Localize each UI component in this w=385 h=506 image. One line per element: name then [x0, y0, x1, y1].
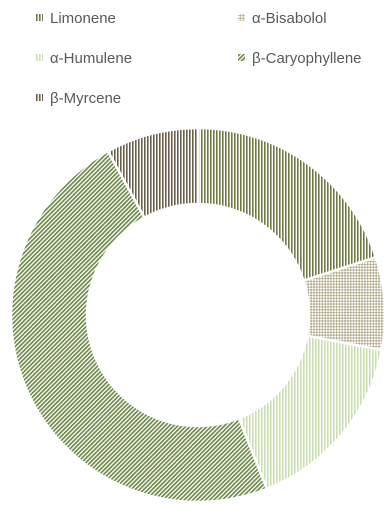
legend-swatch: [36, 94, 43, 101]
legend-label: α-Bisabolol: [252, 10, 327, 27]
donut-slices: [9, 126, 385, 504]
legend-swatch: [238, 14, 245, 21]
legend: Limonene α-Bisabolol α-Humulene β-Caryophyl…: [36, 10, 362, 107]
legend-label: β-Caryophyllene: [252, 50, 362, 67]
legend-swatch: [36, 14, 43, 21]
legend-label: α-Humulene: [50, 50, 132, 67]
legend-swatch: [36, 54, 43, 61]
donut-slice: [9, 149, 269, 504]
donut-slice: [196, 126, 378, 283]
donut-slice: [106, 126, 200, 220]
legend-label: Limonene: [50, 10, 116, 27]
legend-swatch: [238, 54, 245, 61]
donut-slice: [237, 334, 384, 491]
legend-label: β-Myrcene: [50, 90, 121, 107]
